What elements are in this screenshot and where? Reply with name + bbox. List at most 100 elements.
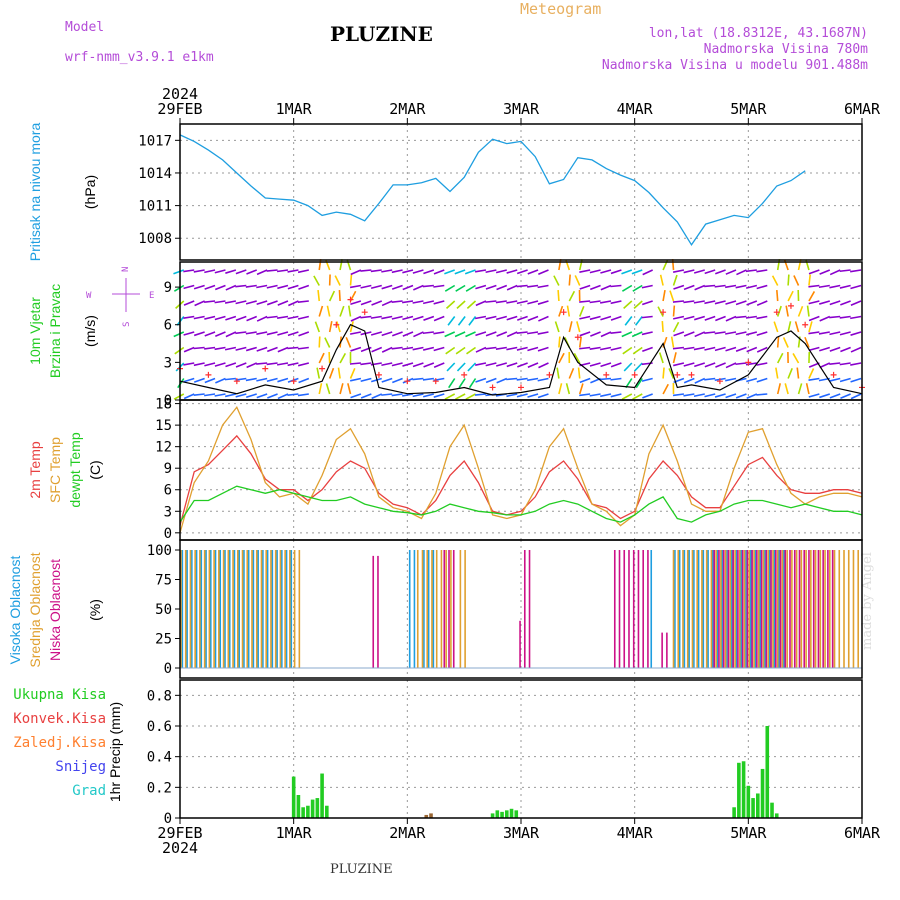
wind-barb bbox=[516, 393, 528, 398]
wind-barb bbox=[735, 284, 747, 289]
wind-barb bbox=[553, 275, 560, 286]
wind-barb bbox=[391, 315, 403, 320]
sfc-temp-line bbox=[179, 405, 863, 533]
wind-barb bbox=[349, 368, 356, 379]
wind-barb bbox=[683, 269, 695, 274]
wind-barb bbox=[577, 367, 581, 379]
wind-barb bbox=[537, 284, 549, 289]
ytick-label-cloud: 75 bbox=[155, 573, 172, 589]
wind-barb bbox=[599, 377, 612, 381]
wind-barb bbox=[568, 274, 571, 286]
wind-barb bbox=[349, 362, 361, 365]
model-label: Model bbox=[65, 20, 105, 35]
wind-barb bbox=[669, 290, 675, 302]
wind-unit: (m/s) bbox=[82, 315, 98, 347]
wind-barb bbox=[808, 331, 820, 335]
wind-barb bbox=[328, 290, 336, 302]
wind-barb bbox=[659, 274, 664, 286]
wind-barb bbox=[527, 300, 539, 305]
wind-gust-marker bbox=[290, 378, 297, 385]
wind-barb bbox=[318, 258, 322, 271]
wind-barb bbox=[631, 331, 643, 338]
wind-barb bbox=[337, 367, 341, 379]
wind-barb bbox=[725, 269, 737, 275]
wind-gust-marker bbox=[404, 378, 411, 385]
ytick-label-pressure: 1008 bbox=[138, 231, 172, 247]
ytick-label-pressure: 1014 bbox=[138, 166, 172, 182]
wind-barb bbox=[177, 378, 185, 389]
wind-barb bbox=[632, 284, 643, 292]
wind-barb bbox=[391, 300, 403, 303]
sfc-temp-label: SFC Temp bbox=[47, 437, 63, 503]
precip-bar bbox=[756, 793, 760, 818]
wind-barb bbox=[704, 393, 716, 398]
wind-barb bbox=[349, 321, 354, 333]
wind-barb bbox=[495, 300, 507, 304]
x-tick-label-top: 5MAR bbox=[730, 100, 767, 118]
wind-barb bbox=[433, 284, 445, 288]
wind-barb bbox=[506, 269, 518, 274]
wind-barb bbox=[574, 275, 581, 286]
wind-barb bbox=[725, 315, 737, 322]
wind-barb bbox=[350, 300, 362, 306]
wind-barb bbox=[345, 337, 352, 348]
wind-barb bbox=[610, 300, 622, 305]
mid-cloud-label: Srednja Oblacnost bbox=[27, 552, 43, 667]
precip-bar bbox=[424, 814, 429, 818]
wind-barb bbox=[496, 331, 508, 337]
wind-barb bbox=[326, 305, 331, 317]
wind-barb bbox=[485, 346, 497, 350]
wind-barb bbox=[193, 284, 205, 290]
wind-barb bbox=[704, 362, 716, 368]
wind-barb bbox=[183, 393, 195, 400]
x-tick-label-top: 2MAR bbox=[389, 100, 426, 118]
wind-barb bbox=[246, 362, 258, 369]
wind-barb bbox=[422, 377, 434, 381]
wind-barb bbox=[495, 269, 507, 274]
wind-gust-marker bbox=[262, 365, 269, 372]
compass-e: E bbox=[149, 291, 154, 301]
wind-barb bbox=[538, 315, 549, 322]
wind-barb bbox=[235, 300, 247, 305]
wind-barb bbox=[671, 258, 675, 271]
wind-barb bbox=[391, 284, 403, 290]
wind-barb bbox=[610, 284, 622, 288]
wind-barb bbox=[662, 383, 669, 395]
wind-barb bbox=[565, 259, 571, 271]
wind-barb bbox=[485, 331, 497, 337]
wind-barb bbox=[475, 362, 487, 366]
wind-barb bbox=[517, 362, 528, 368]
pressure-line bbox=[179, 134, 806, 246]
wind-barb bbox=[371, 393, 383, 400]
wind-gust-marker bbox=[830, 371, 837, 378]
ytick-label-pressure: 1011 bbox=[138, 199, 172, 215]
wind-barb bbox=[641, 377, 653, 382]
wind-barb bbox=[256, 269, 268, 276]
wind-barb bbox=[776, 352, 784, 364]
wind-barb bbox=[793, 275, 800, 286]
wind-barb bbox=[672, 321, 680, 333]
wind-speed-line bbox=[179, 323, 863, 396]
wind-barb bbox=[672, 352, 677, 364]
wind-barb bbox=[266, 269, 278, 272]
wind-barb bbox=[735, 331, 747, 336]
wind-barb bbox=[725, 346, 737, 352]
wind-barb bbox=[634, 362, 643, 372]
precip-bar bbox=[774, 813, 779, 818]
wind-barb bbox=[632, 393, 643, 400]
wind-barb bbox=[287, 269, 299, 273]
wind-barb bbox=[808, 346, 820, 352]
wind-barb bbox=[224, 393, 237, 398]
wind-barb bbox=[457, 316, 466, 326]
wind-barb bbox=[610, 377, 622, 381]
wind-barb bbox=[466, 346, 476, 355]
wind-barb bbox=[298, 331, 310, 337]
wind-barb bbox=[235, 331, 247, 335]
wind-barb bbox=[204, 393, 216, 397]
ytick-label-temperature: 15 bbox=[155, 418, 172, 434]
wind-barb bbox=[850, 377, 862, 383]
wind-barb bbox=[266, 315, 278, 319]
wind-barb bbox=[475, 331, 487, 337]
wind-barb bbox=[339, 305, 345, 317]
wind-barb bbox=[808, 291, 816, 302]
